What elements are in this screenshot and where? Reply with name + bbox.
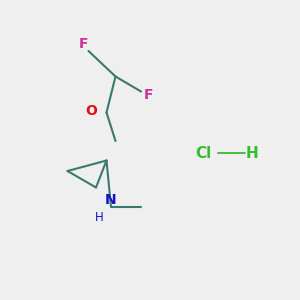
- Text: O: O: [85, 104, 98, 118]
- Text: H: H: [246, 146, 259, 160]
- Text: Cl: Cl: [195, 146, 211, 160]
- Text: F: F: [144, 88, 153, 101]
- Text: N: N: [105, 194, 117, 207]
- Text: F: F: [79, 37, 89, 50]
- Text: H: H: [94, 211, 103, 224]
